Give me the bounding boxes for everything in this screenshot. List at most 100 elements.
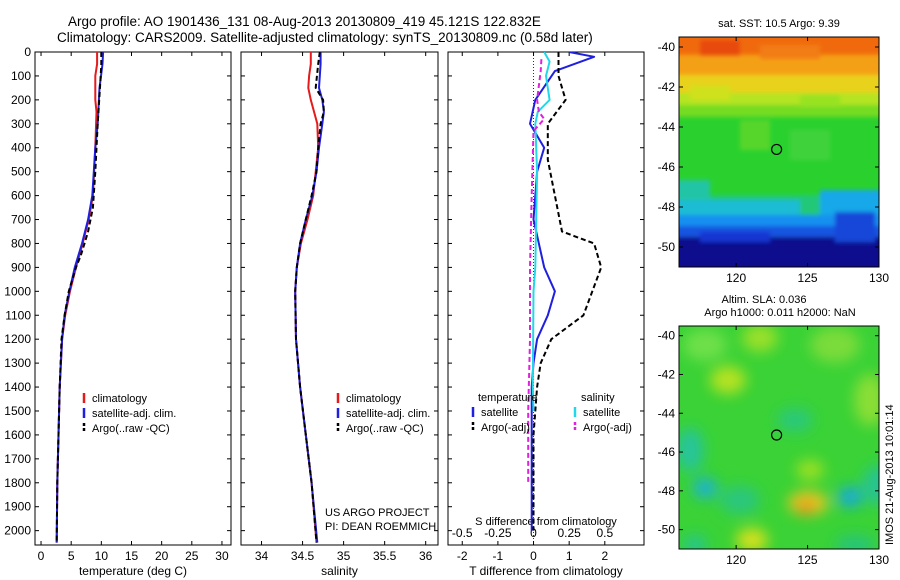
y-tick-label: 1500 xyxy=(4,404,31,418)
legend-label: satellite xyxy=(583,407,620,419)
y-tick-label: 1700 xyxy=(4,452,31,466)
sst-map-title: sat. SST: 10.5 Argo: 9.39 xyxy=(718,18,840,30)
map-y-tick-label: -44 xyxy=(658,120,676,134)
x-tick-label: 0 xyxy=(38,549,45,563)
y-tick-label: 900 xyxy=(11,260,31,274)
argo-position-marker xyxy=(770,143,783,156)
legend-label: satellite xyxy=(481,407,518,419)
map-y-tick-label: -46 xyxy=(658,160,676,174)
y-tick-label: 1000 xyxy=(4,284,31,298)
figure-title-line1: Argo profile: AO 1901436_131 08-Aug-2013… xyxy=(68,14,541,29)
y-tick-label: 0 xyxy=(24,45,31,59)
y-tick-label: 1400 xyxy=(4,380,31,394)
x-tick-label: 20 xyxy=(155,549,169,563)
series-line-temperature-argo-adj- xyxy=(532,52,603,531)
legend-label: climatology xyxy=(346,393,402,405)
difference-profile-panel: -2 -1 0 1 2 -0.5 -0.25 0 0.25 0.5 T difference fro… xyxy=(447,51,645,578)
sla-heatmap xyxy=(679,326,879,549)
x-tick-label: 25 xyxy=(185,549,199,563)
salinity-tick-label: -0.25 xyxy=(484,526,512,540)
y-tick-label: 1100 xyxy=(5,308,31,322)
legend-label: satellite-adj. clim. xyxy=(346,408,430,420)
y-tick-label: 600 xyxy=(11,189,31,203)
x-axis-label: T difference from climatology xyxy=(469,564,623,578)
map-x-tick-label: 130 xyxy=(869,271,889,285)
x-tick-label: 1 xyxy=(566,549,573,563)
x-axis-label: salinity xyxy=(321,564,358,578)
x-tick-label: 2 xyxy=(601,549,608,563)
x-axis-label: temperature (deg C) xyxy=(79,564,187,578)
figure-title-line2: Climatology: CARS2009. Satellite-adjuste… xyxy=(57,30,593,45)
map-y-tick-label: -44 xyxy=(658,406,676,420)
map-y-tick-label: -40 xyxy=(658,40,676,54)
sla-map-subtitle: Argo h1000: 0.011 h2000: NaN xyxy=(704,307,856,319)
series-group xyxy=(527,52,603,531)
x-tick-label: -1 xyxy=(493,549,504,563)
map-y-tick-label: -46 xyxy=(658,445,676,459)
top-axis-label: S difference from climatology xyxy=(475,516,617,528)
series-group xyxy=(294,52,325,543)
y-tick-label: 1300 xyxy=(4,356,31,370)
imos-stamp: IMOS 21-Aug-2013 10:01:14 xyxy=(884,404,896,545)
x-tick-label: 5 xyxy=(68,549,75,563)
map-y-tick-label: -48 xyxy=(658,484,676,498)
x-tick-label: 34.5 xyxy=(291,549,315,563)
salinity-tick-label: -0.5 xyxy=(452,526,473,540)
argo-position-marker xyxy=(770,429,783,441)
legend-label: Argo(-adj) xyxy=(481,422,530,434)
y-tick-label: 200 xyxy=(11,93,31,107)
map-y-tick-label: -42 xyxy=(658,80,676,94)
y-tick-label: 800 xyxy=(11,236,31,250)
y-tick-label: 400 xyxy=(11,141,31,155)
salinity-tick-label: 0 xyxy=(530,526,537,540)
series-line-salinity-satellite xyxy=(531,52,551,412)
map-y-tick-label: -42 xyxy=(658,367,676,381)
legend-label: Argo(..raw -QC) xyxy=(346,423,424,435)
sla-map-axes: 120 125 130 -40 -42 -44 -46 -48 -50 xyxy=(658,325,889,567)
legend-title-salinity: salinity xyxy=(581,392,615,404)
legend-label: Argo(..raw -QC) xyxy=(92,423,170,435)
y-tick-label: 2000 xyxy=(4,524,31,538)
map-y-tick-label: -40 xyxy=(658,329,676,343)
map-frame xyxy=(678,325,880,550)
y-tick-label: 300 xyxy=(11,117,31,131)
x-tick-label: 30 xyxy=(215,549,229,563)
series-line-argo-raw-qc- xyxy=(294,52,325,543)
y-tick-label: 500 xyxy=(11,165,31,179)
plot-frame xyxy=(34,51,232,546)
x-tick-label: -2 xyxy=(457,549,468,563)
sst-map-axes: 120 125 130 -40 -42 -44 -46 -48 -50 xyxy=(658,36,889,285)
legend-label: climatology xyxy=(92,393,148,405)
x-tick-label: 10 xyxy=(95,549,109,563)
legend-title-temperature: temperature xyxy=(478,392,537,404)
map-x-tick-label: 125 xyxy=(798,553,818,567)
credit-project: US ARGO PROJECT xyxy=(325,507,430,519)
y-tick-label: 100 xyxy=(11,69,31,83)
series-line-temperature-satellite xyxy=(529,52,596,531)
y-tick-label: 700 xyxy=(11,213,31,227)
x-tick-label: 35.5 xyxy=(373,549,397,563)
x-tick-label: 34 xyxy=(255,549,269,563)
map-x-tick-label: 125 xyxy=(798,271,818,285)
series-group xyxy=(55,52,105,543)
plot-frame xyxy=(240,51,439,546)
salinity-tick-label: 0.25 xyxy=(557,526,581,540)
map-y-tick-label: -48 xyxy=(658,200,676,214)
temperature-profile-panel: 0100200300400500600700800900100011001200… xyxy=(4,45,232,578)
sst-heatmap xyxy=(679,37,879,267)
y-tick-label: 1200 xyxy=(4,332,31,346)
map-y-tick-label: -50 xyxy=(658,523,676,537)
legend-label: Argo(-adj) xyxy=(583,422,632,434)
salinity-profile-panel: 34 34.5 35 35.5 36 salinity climatology satelli… xyxy=(240,51,439,578)
map-frame xyxy=(678,36,880,268)
y-tick-label: 1800 xyxy=(4,476,31,490)
x-tick-label: 0 xyxy=(530,549,537,563)
y-tick-label: 1900 xyxy=(4,500,31,514)
map-x-tick-label: 120 xyxy=(726,553,746,567)
credit-pi: PI: DEAN ROEMMICH xyxy=(325,521,436,533)
map-x-tick-label: 120 xyxy=(726,271,746,285)
salinity-tick-label: 0.5 xyxy=(596,526,613,540)
x-tick-label: 36 xyxy=(419,549,433,563)
map-y-tick-label: -50 xyxy=(658,240,676,254)
